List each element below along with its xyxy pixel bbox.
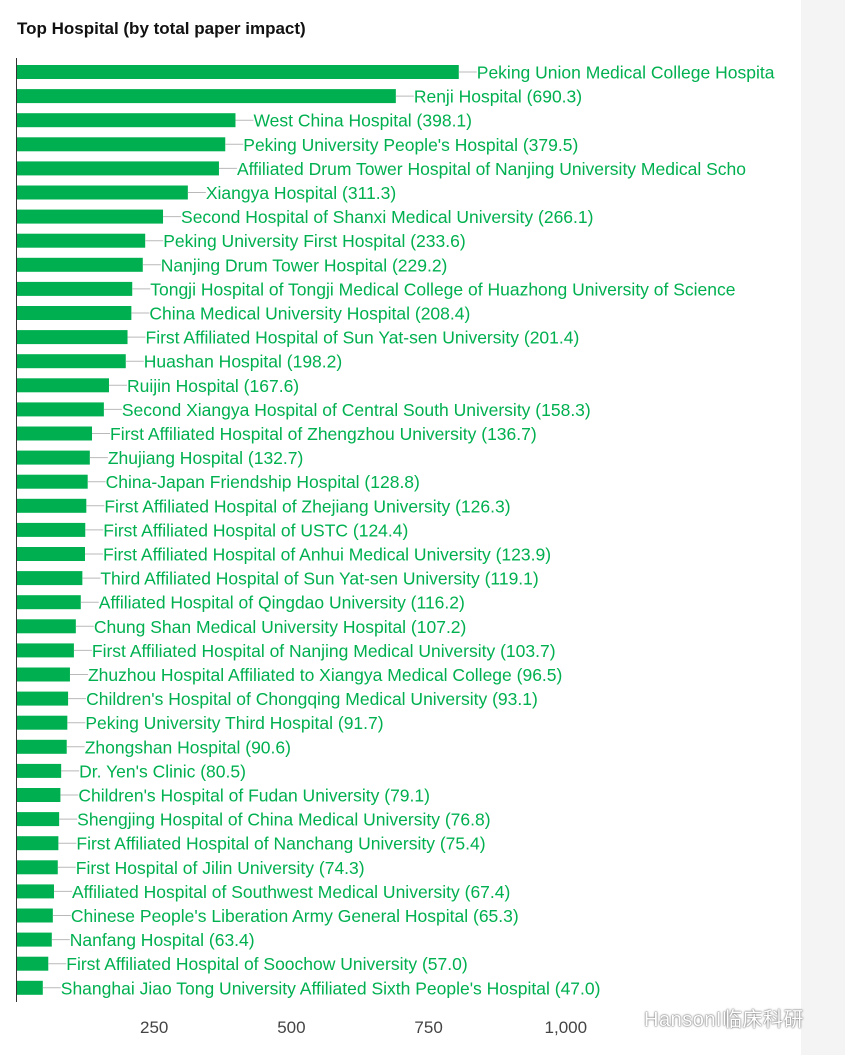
- bar-data-label: Renji Hospital (690.3): [414, 87, 582, 107]
- bar: [17, 89, 396, 104]
- x-tick-label: 500: [277, 1018, 305, 1037]
- bar-data-label: Affiliated Drum Tower Hospital of Nanjin…: [237, 159, 746, 179]
- bar: [17, 788, 61, 802]
- bar: [17, 209, 164, 224]
- bar: [17, 306, 132, 320]
- bar-data-label: First Affiliated Hospital of Sun Yat-sen…: [146, 328, 580, 348]
- bar-data-label: First Affiliated Hospital of Anhui Medic…: [103, 545, 551, 565]
- bar-data-label: Dr. Yen's Clinic (80.5): [79, 761, 246, 781]
- bar-data-label: Shanghai Jiao Tong University Affiliated…: [61, 978, 601, 998]
- bar: [17, 65, 459, 79]
- bar-data-label: Zhongshan Hospital (90.6): [85, 737, 291, 757]
- bar: [17, 402, 104, 417]
- bar: [17, 426, 93, 441]
- bar-data-label: Second Xiangya Hospital of Central South…: [122, 400, 591, 420]
- bar: [17, 884, 54, 899]
- bar: [17, 667, 70, 682]
- bar: [17, 715, 68, 730]
- bar-data-label: Chinese People's Liberation Army General…: [71, 906, 519, 926]
- bar: [17, 137, 226, 152]
- bar-data-label: Third Affiliated Hospital of Sun Yat-sen…: [100, 569, 538, 589]
- bar: [17, 354, 126, 369]
- bar-data-label: Zhuzhou Hospital Affiliated to Xiangya M…: [88, 665, 562, 685]
- bar: [17, 450, 90, 465]
- chart-title: Top Hospital (by total paper impact): [17, 19, 306, 38]
- bar-data-label: Tongji Hospital of Tongji Medical Colleg…: [150, 279, 735, 299]
- bar: [17, 547, 85, 561]
- bar: [17, 980, 43, 995]
- bar-data-label: Nanfang Hospital (63.4): [70, 930, 255, 950]
- bar: [17, 956, 49, 971]
- bar: [17, 257, 143, 272]
- bar: [17, 185, 188, 200]
- bar-data-label: Peking University People's Hospital (379…: [243, 135, 578, 155]
- bar-data-label: Ruijin Hospital (167.6): [127, 376, 299, 396]
- bar-data-label: Zhujiang Hospital (132.7): [108, 448, 304, 468]
- bar-data-label: Children's Hospital of Fudan University …: [78, 786, 430, 806]
- bar: [17, 113, 236, 128]
- wechat-icon: [610, 1009, 640, 1031]
- watermark-text: HansonI临床科研: [644, 1009, 804, 1031]
- x-tick-label: 750: [414, 1018, 442, 1037]
- bar-data-label: Nanjing Drum Tower Hospital (229.2): [161, 255, 448, 275]
- bar-data-label: Xiangya Hospital (311.3): [206, 183, 396, 203]
- bar: [17, 763, 62, 778]
- x-tick-label: 1,000: [545, 1018, 588, 1037]
- bar: [17, 233, 146, 248]
- bar-data-label: First Affiliated Hospital of Nanjing Med…: [92, 641, 556, 661]
- bar: [17, 619, 76, 634]
- chart-panel: Top Hospital (by total paper impact) Pek…: [0, 0, 801, 1055]
- bar-data-label: China Medical University Hospital (208.4…: [149, 304, 470, 324]
- bar-data-label: First Affiliated Hospital of Nanchang Un…: [76, 834, 485, 854]
- bar-data-label: West China Hospital (398.1): [253, 111, 472, 131]
- x-tick-label: 250: [140, 1018, 168, 1037]
- bar: [17, 860, 58, 875]
- bar-data-label: Second Hospital of Shanxi Medical Univer…: [181, 207, 593, 227]
- bar-data-label: First Affiliated Hospital of Zhejiang Un…: [104, 496, 510, 516]
- bar: [17, 739, 67, 754]
- bar: [17, 812, 60, 827]
- bar: [17, 474, 88, 489]
- bar-data-label: First Affiliated Hospital of USTC (124.4…: [103, 520, 408, 540]
- bar-data-label: Peking University First Hospital (233.6): [163, 231, 465, 251]
- bar-data-label: Children's Hospital of Chongqing Medical…: [86, 689, 538, 709]
- bar-data-label: China-Japan Friendship Hospital (128.8): [106, 472, 420, 492]
- bar-data-label: Chung Shan Medical University Hospital (…: [94, 617, 467, 637]
- bar: [17, 161, 219, 176]
- bar: [17, 595, 81, 610]
- bar-data-label: First Affiliated Hospital of Soochow Uni…: [66, 954, 467, 974]
- bar: [17, 643, 74, 658]
- bar: [17, 836, 59, 851]
- bar-data-label: Peking Union Medical College Hospita: [477, 63, 775, 83]
- bar: [17, 498, 87, 513]
- bar: [17, 571, 83, 586]
- bar: [17, 522, 86, 537]
- bar: [17, 330, 128, 345]
- bar-data-label: Huashan Hospital (198.2): [144, 352, 342, 372]
- bar: [17, 691, 69, 706]
- bar-data-label: First Affiliated Hospital of Zhengzhou U…: [110, 424, 537, 444]
- bar: [17, 932, 52, 947]
- bar-data-label: Affiliated Hospital of Qingdao Universit…: [99, 593, 465, 613]
- watermark: HansonI临床科研: [610, 1003, 804, 1032]
- bar-data-label: Affiliated Hospital of Southwest Medical…: [72, 882, 510, 902]
- bar: [17, 378, 109, 393]
- bar-data-label: Peking University Third Hospital (91.7): [85, 713, 383, 733]
- bar: [17, 908, 53, 923]
- bar: [17, 281, 133, 296]
- bar-data-label: First Hospital of Jilin University (74.3…: [76, 858, 365, 878]
- bar-data-label: Shengjing Hospital of China Medical Univ…: [77, 810, 490, 830]
- bar-chart: Peking Union Medical College Hospita Renj…: [16, 58, 775, 1037]
